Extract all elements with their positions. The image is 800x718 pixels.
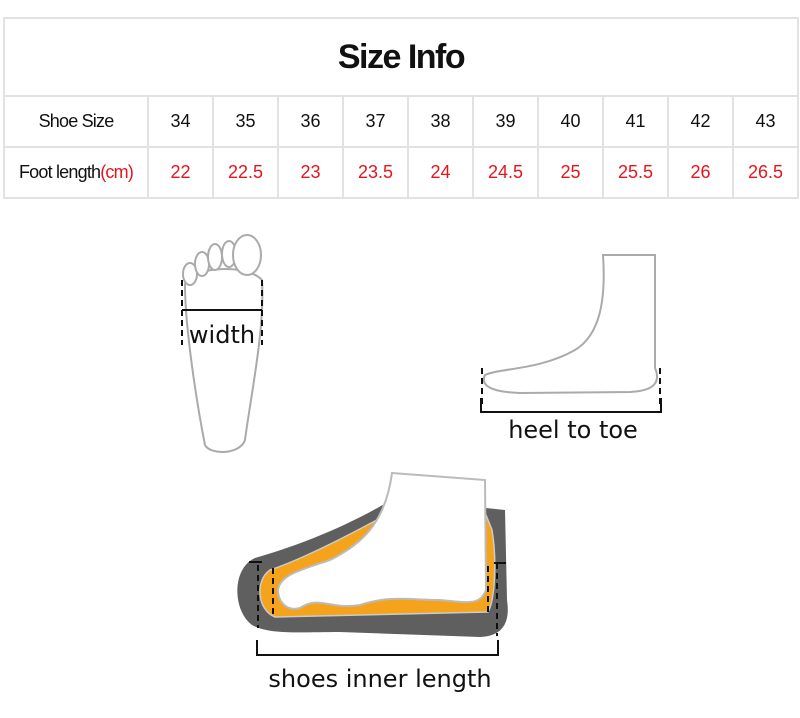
shoe-size-cell: 35: [212, 95, 279, 148]
shoe-inner-length-diagram: shoes inner length: [237, 471, 508, 693]
toe: [194, 251, 210, 277]
measure-bracket: [256, 640, 499, 656]
side-foot-outline: [482, 254, 658, 395]
heel-to-toe-label: heel to toe: [508, 416, 638, 444]
measure-bracket: [480, 398, 662, 413]
foot-sole-outline: [183, 268, 264, 453]
foot-length-cell: 23: [277, 146, 344, 199]
foot-length-cell: 25: [537, 146, 604, 199]
toe: [207, 243, 223, 271]
size-table: Size Info Shoe Size 34 35 36 37 38 39 40 41 42 43…: [3, 17, 799, 199]
heel-to-toe-diagram: heel to toe: [480, 254, 662, 444]
foot-width-diagram: width: [181, 234, 264, 453]
shoe-size-cell: 34: [147, 95, 214, 148]
foot-length-cell: 23.5: [342, 146, 409, 199]
heel-to-toe-guides: [480, 368, 662, 413]
shoe-size-cell: 43: [732, 95, 799, 148]
shoe-size-cell: 38: [407, 95, 474, 148]
foot-length-cell: 26.5: [732, 146, 799, 199]
foot-length-row: Foot length(cm) 22 22.5 23 23.5 24 24.5 25 25.5…: [3, 146, 799, 199]
inner-length-guides: [249, 561, 506, 656]
foot-length-cell: 22: [147, 146, 214, 199]
foot-length-label: Foot length(cm): [3, 146, 149, 199]
foot-length-cell: 22.5: [212, 146, 279, 199]
shoe-size-cell: 42: [667, 95, 734, 148]
shoe-size-cell: 40: [537, 95, 604, 148]
shoe-size-row: Shoe Size 34 35 36 37 38 39 40 41 42 43: [3, 95, 799, 148]
foot-length-cell: 24: [407, 146, 474, 199]
foot-length-cell: 24.5: [472, 146, 539, 199]
shoes-inner-length-label: shoes inner length: [268, 665, 491, 693]
shoe-size-cell: 37: [342, 95, 409, 148]
width-guides: [181, 280, 263, 345]
shoe-size-cell: 36: [277, 95, 344, 148]
unit-text: (cm): [100, 162, 134, 182]
shoe-size-label: Shoe Size: [3, 95, 149, 148]
shoe-size-cell: 41: [602, 95, 669, 148]
big-toe: [232, 234, 262, 276]
foot-in-shoe: [276, 471, 488, 610]
width-label: width: [189, 321, 255, 349]
foot-length-text: Foot length: [18, 162, 101, 182]
foot-length-cell: 26: [667, 146, 734, 199]
shoe-size-cell: 39: [472, 95, 539, 148]
table-title: Size Info: [3, 17, 799, 97]
foot-length-cell: 25.5: [602, 146, 669, 199]
